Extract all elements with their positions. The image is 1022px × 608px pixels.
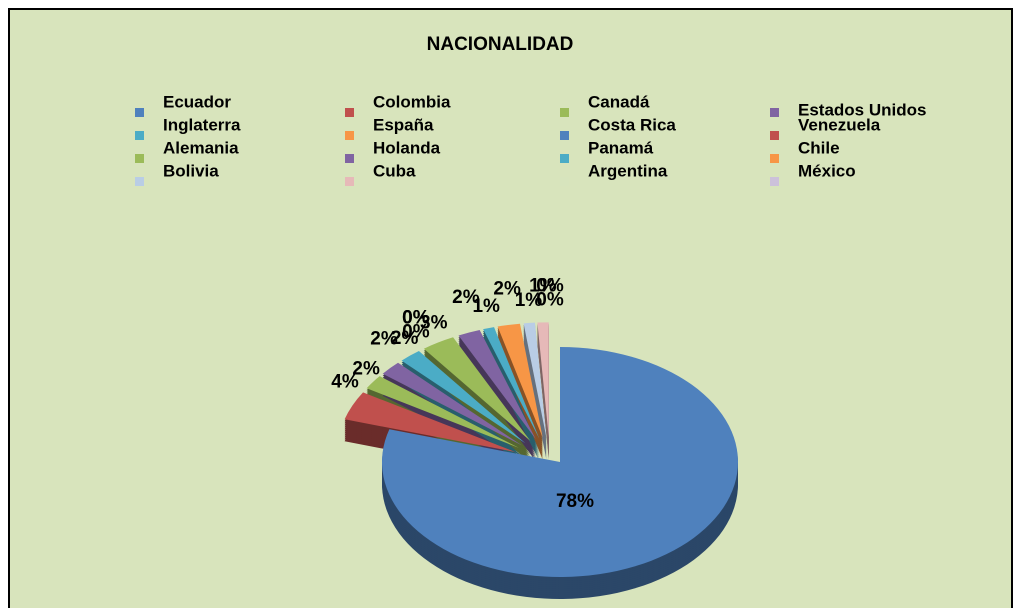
slice-side [483, 335, 540, 447]
legend-label: Cuba [373, 161, 416, 180]
data-label: 0% [536, 275, 564, 296]
legend-label: Holanda [373, 138, 441, 157]
legend-swatch [345, 108, 354, 117]
legend-label: Panamá [588, 138, 654, 157]
legend-swatch [560, 177, 569, 186]
legend-label: Canadá [588, 92, 650, 111]
legend-swatch [345, 154, 354, 163]
legend-label: Chile [798, 138, 840, 157]
data-label: 2% [391, 328, 419, 349]
slice [523, 322, 547, 438]
legend-swatch [560, 131, 569, 140]
legend-swatch [770, 177, 779, 186]
slice [497, 323, 543, 438]
slice-side [523, 340, 547, 456]
data-label: 0% [402, 307, 430, 328]
slice [483, 327, 540, 439]
slice [537, 322, 549, 438]
slice-side [523, 338, 547, 454]
data-label: 0% [536, 289, 564, 310]
legend-swatch [560, 154, 569, 163]
data-label: 1% [529, 275, 557, 296]
legend-label: Alemania [163, 138, 239, 157]
data-label: 3% [420, 313, 448, 334]
data-label: 78% [556, 491, 594, 512]
legend-swatch [770, 108, 779, 117]
slice-side [523, 326, 547, 442]
slice-side [523, 334, 547, 450]
data-label: 1% [515, 290, 543, 311]
legend-label: Argentina [588, 161, 668, 180]
data-label: 4% [331, 372, 359, 393]
legend-swatch [135, 177, 144, 186]
slice-side [523, 328, 547, 444]
legend-label: Colombia [373, 92, 451, 111]
data-label: 2% [452, 287, 480, 308]
slice [344, 392, 516, 453]
slice-side [523, 332, 547, 448]
legend-swatch [345, 177, 354, 186]
slice [458, 329, 536, 440]
legend-label: Costa Rica [588, 115, 676, 134]
slice [366, 376, 519, 448]
data-label: 2% [370, 328, 398, 349]
legend-label: México [798, 161, 856, 180]
slice-side [523, 330, 547, 446]
legend-swatch [770, 131, 779, 140]
slice [382, 347, 738, 577]
legend-label: Inglaterra [163, 115, 241, 134]
chart-title: NACIONALIDAD [427, 34, 574, 55]
data-label: 0% [402, 307, 430, 328]
slice-side [523, 324, 547, 440]
data-label: 0% [402, 321, 430, 342]
legend-swatch [560, 108, 569, 117]
legend-label: Bolivia [163, 161, 219, 180]
slice [401, 351, 526, 444]
slice [382, 362, 522, 446]
data-label: 2% [352, 359, 380, 380]
legend-swatch [770, 154, 779, 163]
legend-label: Estados Unidos [798, 100, 926, 119]
slice-side [523, 336, 547, 452]
data-label: 2% [493, 278, 521, 299]
legend-swatch [345, 131, 354, 140]
data-label: 1% [472, 296, 500, 317]
legend-label: España [373, 115, 434, 134]
legend-swatch [135, 108, 144, 117]
legend-label: Venezuela [798, 115, 881, 134]
legend-swatch [135, 131, 144, 140]
slice [423, 337, 531, 441]
slice-side [483, 333, 540, 445]
legend-swatch [135, 154, 144, 163]
legend-label: Ecuador [163, 92, 231, 111]
